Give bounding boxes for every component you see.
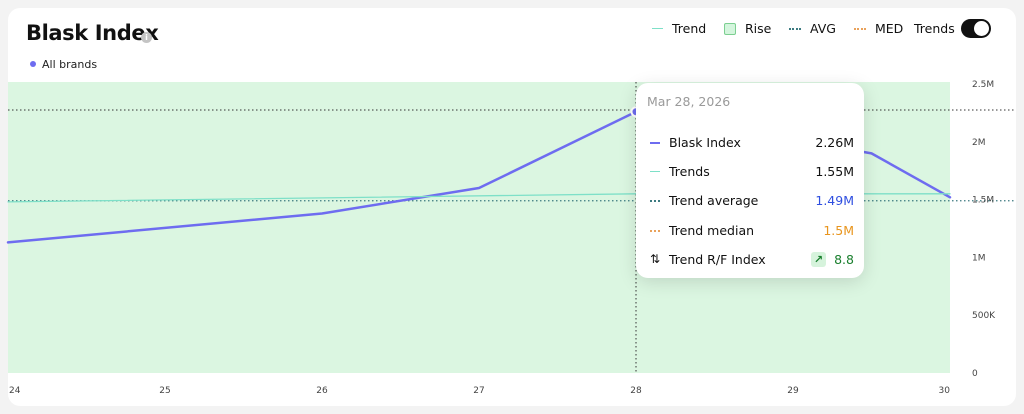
tooltip-row-blask-index: Blask Index 2.26M [636, 134, 864, 152]
x-tick-label: 30 [939, 386, 951, 396]
x-tick-label: 25 [159, 386, 170, 396]
y-tick-label: 0 [972, 369, 978, 379]
x-tick-label: 26 [316, 386, 328, 396]
brand-dot-icon [30, 61, 36, 67]
tooltip-value: 1.5M [823, 223, 854, 238]
legend-rise-label: Rise [745, 21, 772, 36]
tooltip-value: 2.26M [815, 135, 854, 150]
legend-rise[interactable]: Rise [724, 20, 771, 37]
x-tick-label: 28 [630, 386, 642, 396]
x-tick-label: 24 [9, 386, 21, 396]
tooltip: Mar 28, 2026 Blask Index 2.26M Trends 1.… [636, 83, 864, 278]
toggle-knob [974, 21, 989, 36]
x-tick-label: 27 [473, 386, 484, 396]
tooltip-date: Mar 28, 2026 [647, 94, 731, 109]
blask-index-line [6, 110, 952, 244]
y-tick-label: 2.5M [972, 80, 994, 90]
legend: Trend Rise AVG MED [0, 20, 1008, 40]
brand-filter-label[interactable]: All brands [30, 58, 97, 71]
y-tick-label: 500K [972, 311, 996, 321]
trends-toggle-label: Trends [914, 21, 955, 36]
trend-line-icon [650, 171, 660, 172]
tooltip-row-trends: Trends 1.55M [636, 163, 864, 181]
legend-trend[interactable]: Trend [652, 20, 706, 37]
tooltip-row-trend-average: Trend average 1.49M [636, 192, 864, 210]
legend-avg[interactable]: AVG [789, 20, 836, 37]
rise-square-icon [724, 22, 736, 35]
y-tick-label: 2M [972, 138, 986, 148]
tooltip-value: 1.49M [815, 193, 854, 208]
y-tick-label: 1.5M [972, 196, 994, 206]
swap-arrows-icon: ⇅ [650, 252, 661, 266]
y-tick-label: 1M [972, 253, 986, 263]
legend-med-label: MED [875, 21, 904, 36]
tooltip-value: 8.8 [834, 252, 854, 267]
legend-avg-label: AVG [810, 21, 836, 36]
tooltip-label: Blask Index [669, 135, 741, 150]
trend-up-arrow-icon: ↗ [811, 252, 826, 267]
info-icon[interactable]: i [141, 32, 152, 43]
legend-trend-label: Trend [672, 21, 707, 36]
tooltip-label: Trend average [669, 193, 759, 208]
trend-line-icon [652, 28, 663, 29]
index-line-icon [650, 142, 660, 144]
chart-title: Blask Index [26, 21, 159, 45]
tooltip-label: Trend R/F Index [669, 252, 766, 267]
avg-dotted-line-icon [650, 200, 660, 202]
tooltip-row-trend-rf-index: ⇅ Trend R/F Index ↗ 8.8 [636, 251, 864, 269]
legend-med[interactable]: MED [854, 20, 903, 37]
tooltip-label: Trend median [669, 223, 755, 238]
avg-dotted-line-icon [789, 27, 801, 30]
trends-toggle[interactable] [961, 19, 991, 38]
brand-filter-text: All brands [42, 58, 98, 71]
med-dotted-line-icon [650, 230, 660, 232]
tooltip-label: Trends [669, 164, 710, 179]
med-dotted-line-icon [854, 27, 866, 30]
tooltip-value: 1.55M [815, 164, 854, 179]
x-tick-label: 29 [787, 386, 799, 396]
tooltip-row-trend-median: Trend median 1.5M [636, 222, 864, 240]
